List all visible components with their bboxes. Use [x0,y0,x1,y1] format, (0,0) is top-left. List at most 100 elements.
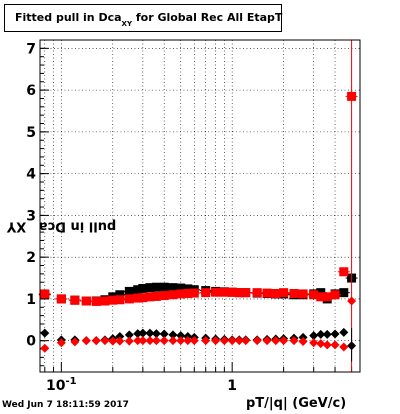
diamond-marker [133,336,143,346]
diamond-marker [145,336,155,346]
square-marker [189,288,199,298]
plot-frame [39,39,361,373]
diamond-marker [100,336,110,346]
square-marker [339,267,349,277]
square-marker [56,294,66,304]
diamond-marker [330,340,340,350]
y-tick-label: 6 [26,83,36,99]
diamond-marker [138,336,148,346]
y-tick-label: 1 [26,292,36,308]
diamond-marker [168,336,178,346]
square-marker [201,288,211,298]
diamond-marker [176,336,186,346]
diamond-marker [189,336,199,346]
square-marker [298,289,308,299]
diamond-marker [298,337,308,347]
square-marker [81,296,91,306]
square-marker [151,291,161,301]
square-marker [176,283,186,293]
square-marker [227,287,237,297]
square-marker [145,292,155,302]
diamond-marker [227,336,237,346]
plot-frame-bg [40,40,360,372]
square-marker [124,294,134,304]
square-marker [159,282,169,292]
square-marker [183,284,193,294]
chart-title-box: Fitted pull in DcaXY for Global Rec All … [4,4,282,32]
diamond-marker [151,329,161,339]
square-marker [108,295,118,305]
square-marker [40,289,50,299]
square-marker [115,290,125,300]
diamond-marker [40,343,50,353]
square-marker [91,296,101,306]
square-marker [124,286,134,296]
square-marker [330,290,340,300]
diamond-marker [289,336,299,346]
square-marker [70,295,80,305]
diamond-marker [91,336,101,346]
x-tick-label: 1 [227,378,237,394]
title-rest: for Global Rec All EtapT [132,11,283,24]
diamond-marker [115,336,125,346]
diamond-marker [108,336,118,346]
diamond-marker [241,336,251,346]
square-marker [176,289,186,299]
square-marker [279,288,289,298]
diamond-marker [262,336,272,346]
square-marker [234,288,244,298]
square-marker [289,288,299,298]
y-axis-label: pull in Dca XY [6,218,117,234]
square-marker [339,288,349,298]
square-marker [145,283,155,293]
diamond-marker [40,328,50,338]
diamond-marker [183,336,193,346]
diamond-marker [124,330,134,340]
square-marker [183,288,193,298]
diamond-marker [159,329,169,339]
square-marker [138,283,148,293]
y-tick-label: 0 [26,334,36,350]
x-tick-label: 10-1 [46,376,77,394]
square-marker [309,290,319,300]
diamond-marker [56,338,66,348]
square-marker [211,287,221,297]
square-marker [241,288,251,298]
diamond-marker [339,327,349,337]
diamond-marker [219,336,229,346]
square-marker [159,291,169,301]
square-marker [168,290,178,300]
diamond-marker [138,328,148,338]
square-marker [271,288,281,298]
diamond-marker [252,336,262,346]
diamond-marker [81,336,91,346]
square-marker [115,295,125,305]
diamond-marker [145,328,155,338]
square-marker [322,292,332,302]
diamond-marker [309,331,319,341]
diamond-marker [201,336,211,346]
diamond-marker [168,330,178,340]
diamond-marker [133,329,143,339]
title-main: Fitted pull in Dca [15,11,122,24]
diamond-marker [322,340,332,350]
diamond-marker [211,336,221,346]
diamond-marker [159,336,169,346]
y-tick-label: 4 [26,167,36,183]
y-tick-label: 5 [26,125,36,141]
datestamp: Wed Jun 7 18:11:59 2017 [2,400,129,410]
diamond-marker [322,329,332,339]
square-marker [262,288,272,298]
x-axis-label: pT/|q| (GeV/c) [246,396,347,411]
diamond-marker [330,329,340,339]
y-tick-label: 2 [26,250,36,266]
diamond-marker [176,331,186,341]
square-marker [133,285,143,295]
square-marker [138,293,148,303]
diamond-marker [316,339,326,349]
y-tick-label: 3 [26,208,36,224]
diamond-marker [271,336,281,346]
square-marker [219,287,229,297]
square-marker [168,283,178,293]
